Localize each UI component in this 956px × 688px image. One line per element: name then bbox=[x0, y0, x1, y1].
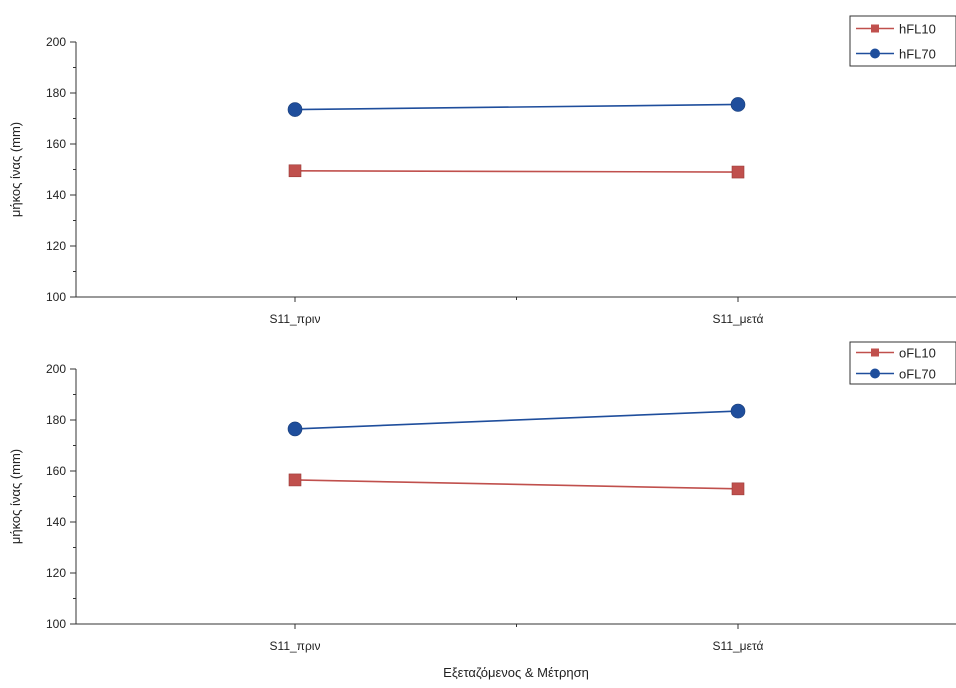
legend-marker bbox=[870, 48, 880, 59]
data-point-hFL70 bbox=[287, 102, 303, 117]
y-tick-label: 120 bbox=[46, 239, 66, 253]
data-point-oFL70 bbox=[287, 421, 303, 437]
y-axis-title: μήκος ίνας (mm) bbox=[8, 122, 23, 217]
y-tick-label: 120 bbox=[46, 566, 66, 580]
legend-marker bbox=[870, 368, 880, 379]
x-tick-label: S11_πριν bbox=[270, 639, 321, 653]
series-line-hFL70 bbox=[294, 103, 739, 111]
legend: hFL10 hFL70 bbox=[849, 15, 956, 67]
y-tick-label: 100 bbox=[46, 617, 66, 631]
x-axis-title: Εξεταζόμενος & Μέτρηση bbox=[443, 665, 589, 680]
x-tick-label: S11_πριν bbox=[270, 312, 321, 326]
legend-box bbox=[849, 15, 956, 67]
x-tick-label: S11_μετά bbox=[713, 312, 764, 326]
y-tick-label: 200 bbox=[46, 362, 66, 376]
legend: oFL10 oFL70 bbox=[849, 341, 956, 385]
y-tick-label: 180 bbox=[46, 86, 66, 100]
y-tick-label: 200 bbox=[46, 35, 66, 49]
x-tick-label: S11_μετά bbox=[713, 639, 764, 653]
series-line-hFL10 bbox=[294, 169, 739, 173]
legend-marker bbox=[871, 348, 879, 357]
data-point-oFL10 bbox=[288, 473, 302, 487]
series-line-oFL70 bbox=[294, 410, 739, 430]
legend-label: oFL70 bbox=[899, 367, 936, 382]
y-tick-label: 180 bbox=[46, 413, 66, 427]
legend-box bbox=[849, 341, 956, 385]
data-point-hFL70 bbox=[730, 97, 746, 112]
y-axis-title: μήκος ίνας (mm) bbox=[8, 449, 23, 544]
y-tick-label: 160 bbox=[46, 137, 66, 151]
data-point-hFL10 bbox=[731, 165, 745, 179]
data-point-oFL10 bbox=[731, 482, 745, 496]
legend-label: hFL70 bbox=[899, 47, 936, 62]
y-tick-label: 160 bbox=[46, 464, 66, 478]
data-point-hFL10 bbox=[288, 164, 302, 178]
y-tick-label: 140 bbox=[46, 515, 66, 529]
series-line-oFL10 bbox=[294, 479, 739, 490]
legend-label: hFL10 bbox=[899, 22, 936, 37]
legend-marker bbox=[871, 24, 879, 33]
chart-bottom: 100 120 140 160 180 200 μήκος ίνας (mm) S11_πρι… bbox=[8, 341, 956, 653]
y-tick-label: 100 bbox=[46, 290, 66, 304]
y-tick-label: 140 bbox=[46, 188, 66, 202]
legend-label: oFL10 bbox=[899, 346, 936, 361]
data-point-oFL70 bbox=[730, 403, 746, 419]
chart-top: 100 120 140 160 180 200 μήκος ίνας (mm) S11_πρι… bbox=[8, 15, 956, 326]
